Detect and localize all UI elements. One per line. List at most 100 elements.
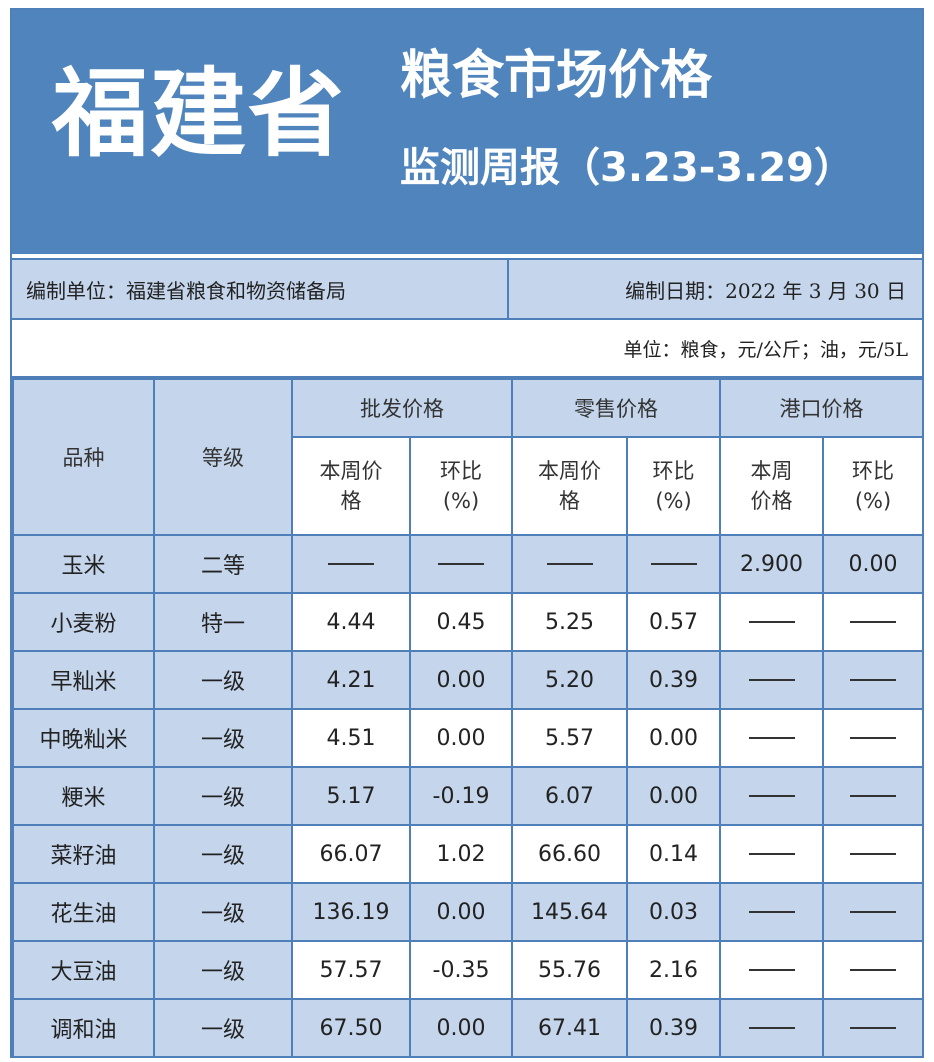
wholesale-change-cell-text: -0.19 (432, 783, 490, 809)
retail-change-cell: 0.57 (626, 592, 721, 652)
variety-cell-text: 小麦粉 (50, 612, 117, 637)
port-change-cell-text: —— (850, 853, 896, 856)
retail-change-cell-text: 0.39 (649, 1015, 698, 1041)
grade-cell-text: 一级 (200, 786, 245, 811)
port-price-cell: —— (719, 824, 824, 884)
retail-price-cell-text: 55.76 (538, 957, 601, 983)
port-price-cell: —— (719, 766, 824, 826)
port-change-cell: —— (822, 708, 924, 768)
wholesale-change-cell-text: 0.00 (436, 899, 486, 925)
wholesale-change-cell: 0.00 (409, 650, 513, 710)
price-table: 品种 等级 批发价格 零售价格 港口价格 本周价格 环比(%) 本周价格 环比(… (12, 378, 924, 1058)
grade-cell-text: 二等 (200, 554, 245, 579)
wholesale-change-cell-text: —— (438, 563, 484, 566)
table-row: 中晚籼米 一级 4.51 0.00 5.57 0.00 —— —— (12, 708, 924, 768)
table-row: 早籼米 一级 4.21 0.00 5.20 0.39 —— —— (12, 650, 924, 710)
wholesale-change-cell: 0.00 (409, 708, 513, 768)
variety-cell-text: 调和油 (50, 1018, 117, 1043)
retail-price-cell-text: 67.41 (538, 1015, 601, 1041)
port-price-cell-text: —— (748, 853, 795, 856)
wholesale-change-cell-text: 0.00 (436, 667, 486, 693)
retail-change-cell: 0.39 (626, 998, 721, 1058)
grade-cell: 一级 (153, 824, 293, 884)
retail-price-cell: 67.41 (511, 998, 628, 1058)
port-change-cell: —— (822, 940, 924, 1000)
port-price-cell-text: —— (748, 795, 795, 798)
table-row: 花生油 一级 136.19 0.00 145.64 0.03 —— —— (12, 882, 924, 942)
wholesale-price-cell-text: 4.21 (326, 667, 376, 693)
header-variety: 品种 (12, 378, 155, 536)
wholesale-price-cell-text: 67.50 (319, 1015, 383, 1041)
retail-change-cell: 0.00 (626, 766, 721, 826)
port-change-cell-text: —— (850, 969, 896, 972)
wholesale-change-cell-text: -0.35 (432, 957, 490, 983)
retail-change-cell: 0.03 (626, 882, 721, 942)
grade-cell: 特一 (153, 592, 293, 652)
retail-change-cell-text: 0.14 (649, 841, 698, 867)
port-price-cell: —— (719, 940, 824, 1000)
retail-change-cell-text: 0.00 (649, 783, 698, 809)
header-wholesale-price-text: 本周价格 (319, 459, 383, 513)
variety-cell: 花生油 (12, 882, 155, 942)
retail-price-cell-text: 5.20 (545, 667, 594, 693)
header-wholesale: 批发价格 (291, 378, 513, 438)
port-price-cell-text: —— (748, 969, 795, 972)
wholesale-price-cell-text: 66.07 (319, 841, 383, 867)
wholesale-change-cell-text: 0.00 (436, 725, 486, 751)
wholesale-price-cell-text: 5.17 (326, 783, 376, 809)
grade-cell-text: 一级 (200, 728, 245, 753)
variety-cell: 大豆油 (12, 940, 155, 1000)
compile-date: 编制日期：2022 年 3 月 30 日 (625, 278, 906, 303)
wholesale-change-cell: —— (409, 534, 513, 594)
retail-change-cell-text: —— (650, 563, 697, 566)
retail-price-cell-text: 145.64 (531, 899, 608, 925)
header-port-change: 环比(%) (822, 436, 924, 536)
report-subtitle: 监测周报（3.23-3.29） (400, 145, 854, 191)
wholesale-price-cell: 4.21 (291, 650, 411, 710)
report-banner: 福建省 粮食市场价格 监测周报（3.23-3.29） (12, 10, 922, 254)
variety-cell-text: 中晚籼米 (39, 728, 128, 753)
wholesale-price-cell: 4.44 (291, 592, 411, 652)
grade-cell: 一级 (153, 708, 293, 768)
port-change-cell-text: —— (850, 737, 896, 740)
port-change-cell-text: 0.00 (848, 551, 898, 577)
retail-change-cell: 0.14 (626, 824, 721, 884)
port-change-cell: —— (822, 882, 924, 942)
port-change-cell: —— (822, 650, 924, 710)
port-change-cell-text: —— (850, 621, 896, 624)
table-row: 粳米 一级 5.17 -0.19 6.07 0.00 —— —— (12, 766, 924, 826)
retail-change-cell-text: 0.39 (649, 667, 698, 693)
table-row: 玉米 二等 —— —— —— —— 2.900 0.00 (12, 534, 924, 594)
retail-change-cell-text: 0.00 (649, 725, 698, 751)
units-note: 单位：粮食，元/公斤；油，元/5L (12, 320, 922, 378)
grade-cell-text: 一级 (200, 902, 245, 927)
variety-cell: 小麦粉 (12, 592, 155, 652)
header-wholesale-price: 本周价格 (291, 436, 411, 536)
grade-cell: 一级 (153, 882, 293, 942)
wholesale-price-cell: 57.57 (291, 940, 411, 1000)
port-price-cell: —— (719, 998, 824, 1058)
header-wholesale-change: 环比(%) (409, 436, 513, 536)
grade-cell: 一级 (153, 998, 293, 1058)
variety-cell-text: 粳米 (61, 786, 106, 811)
port-price-cell: —— (719, 650, 824, 710)
wholesale-price-cell-text: 4.44 (326, 609, 376, 635)
retail-price-cell: —— (511, 534, 628, 594)
wholesale-change-cell: 1.02 (409, 824, 513, 884)
port-change-cell: —— (822, 592, 924, 652)
variety-cell-text: 花生油 (50, 902, 117, 927)
wholesale-price-cell-text: 4.51 (326, 725, 376, 751)
retail-change-cell: —— (626, 534, 721, 594)
retail-price-cell-text: 5.57 (545, 725, 594, 751)
table-row: 菜籽油 一级 66.07 1.02 66.60 0.14 —— —— (12, 824, 924, 884)
port-price-cell-text: —— (748, 1027, 795, 1030)
port-price-cell-text: 2.900 (740, 551, 803, 577)
wholesale-price-cell: —— (291, 534, 411, 594)
port-change-cell-text: —— (850, 911, 896, 914)
port-change-cell: 0.00 (822, 534, 924, 594)
wholesale-change-cell: 0.45 (409, 592, 513, 652)
grade-cell-text: 一级 (200, 844, 245, 869)
port-price-cell: 2.900 (719, 534, 824, 594)
wholesale-price-cell: 66.07 (291, 824, 411, 884)
retail-change-cell: 0.39 (626, 650, 721, 710)
